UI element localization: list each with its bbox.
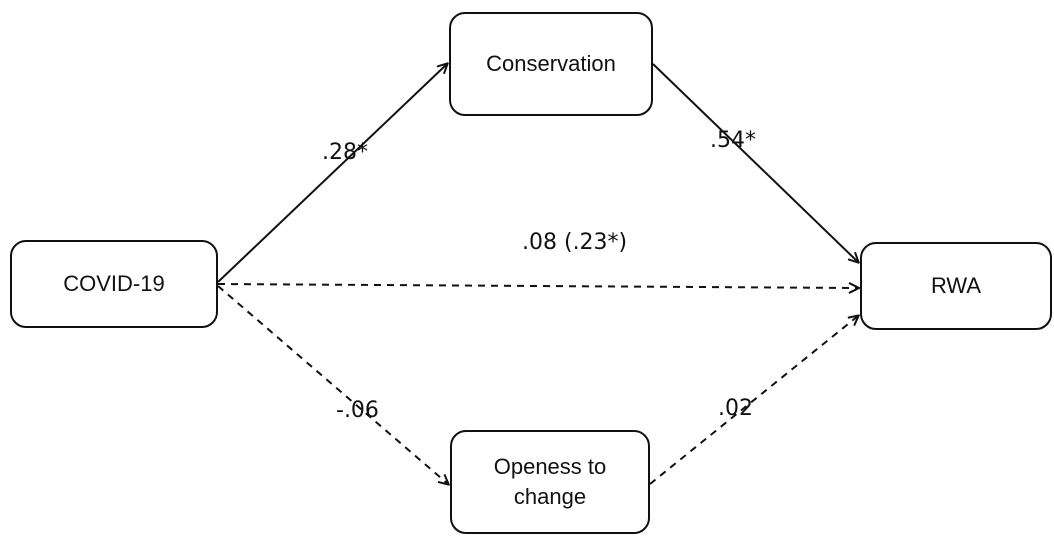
coefficient-covid-to-openness: -.06 bbox=[336, 398, 379, 423]
node-covid-19-label: COVID-19 bbox=[63, 271, 165, 296]
coefficient-openness-to-rwa: .02 bbox=[718, 396, 753, 421]
coefficient-covid-to-conservation: .28* bbox=[322, 140, 368, 165]
arrow-covid-to-openness bbox=[217, 285, 448, 484]
arrow-covid-to-conservation bbox=[217, 64, 447, 283]
arrow-conservation-to-rwa bbox=[652, 63, 858, 262]
node-rwa: RWA bbox=[860, 242, 1052, 330]
arrow-openness-to-rwa bbox=[649, 316, 858, 485]
coefficient-covid-to-rwa: .08 (.23*) bbox=[522, 230, 628, 255]
node-rwa-label: RWA bbox=[930, 273, 982, 298]
node-openness-to-change-label: Openess to change bbox=[493, 454, 607, 509]
node-openness-to-change: Openess to change bbox=[450, 430, 650, 534]
node-conservation-label: Conservation bbox=[486, 51, 616, 76]
coefficient-conservation-to-rwa: .54* bbox=[710, 128, 756, 153]
node-conservation: Conservation bbox=[449, 12, 653, 116]
node-covid-19: COVID-19 bbox=[10, 240, 218, 328]
arrow-covid-to-rwa bbox=[217, 284, 858, 288]
